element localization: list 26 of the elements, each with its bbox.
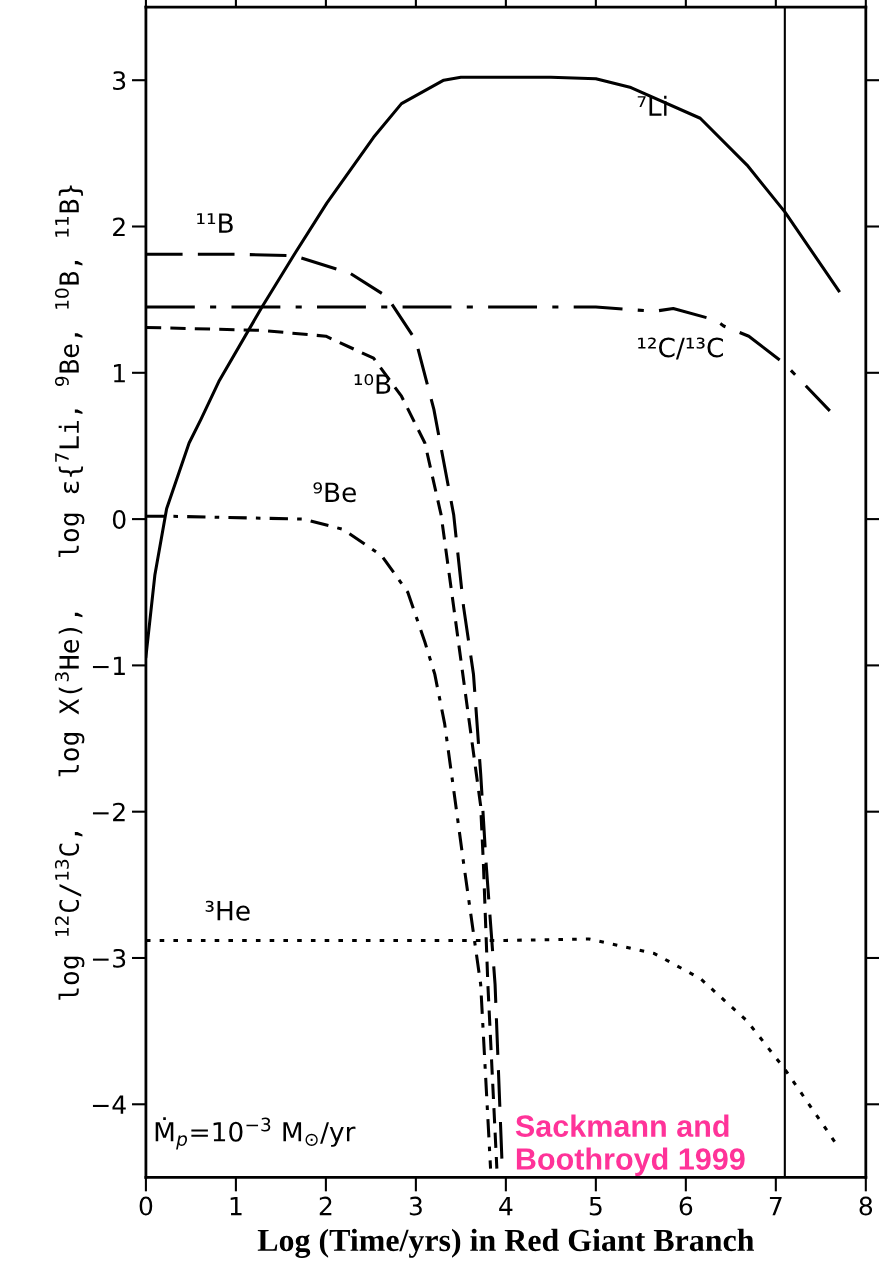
x-tick-label: 1: [230, 1196, 242, 1216]
x-tick-label: 5: [589, 1196, 602, 1216]
y-tick-label: −2: [92, 802, 125, 822]
annotation: Sackmann and Boothroyd 1999: [515, 1114, 745, 1176]
x-tick-label: 6: [679, 1196, 693, 1216]
x-axis-title: Log (Time/yrs) in Red Giant Branch: [257, 1228, 755, 1258]
y-tick-label: −4: [92, 1095, 126, 1114]
y-tick-label: −3: [92, 948, 126, 968]
annotation: Ṁ$_{p}$=10$^{−3}$ M$_{⊙}$/yr: [155, 1117, 356, 1150]
y-tick-label: 3: [113, 71, 126, 91]
y-tick-label: 2: [113, 217, 125, 236]
y-tick-label: 1: [114, 364, 125, 383]
series-label: ¹²C/¹³C: [638, 337, 723, 360]
x-tick-label: 4: [499, 1196, 513, 1216]
series-label: ¹⁰B: [354, 374, 391, 394]
series-label: ³He: [205, 900, 250, 921]
series-label: ⁹Be: [313, 482, 356, 503]
x-tick-label: 0: [139, 1196, 153, 1216]
x-tick-label: 7: [769, 1196, 782, 1216]
series-label: ¹¹B: [197, 213, 233, 233]
x-tick-label: 3: [409, 1196, 422, 1216]
x-tick-label: 8: [859, 1196, 873, 1216]
text: log $^{12}$C/$^{13}$C, log X($^{3}$He), log ε{$^{7}$Li, $^{9}$Be, $^{10}$B, $^{11}$B}: [54, 185, 85, 1000]
x-tick-label: 2: [319, 1196, 332, 1216]
y-tick-label: 0: [112, 510, 126, 529]
y-tick-label: −1: [92, 656, 125, 675]
